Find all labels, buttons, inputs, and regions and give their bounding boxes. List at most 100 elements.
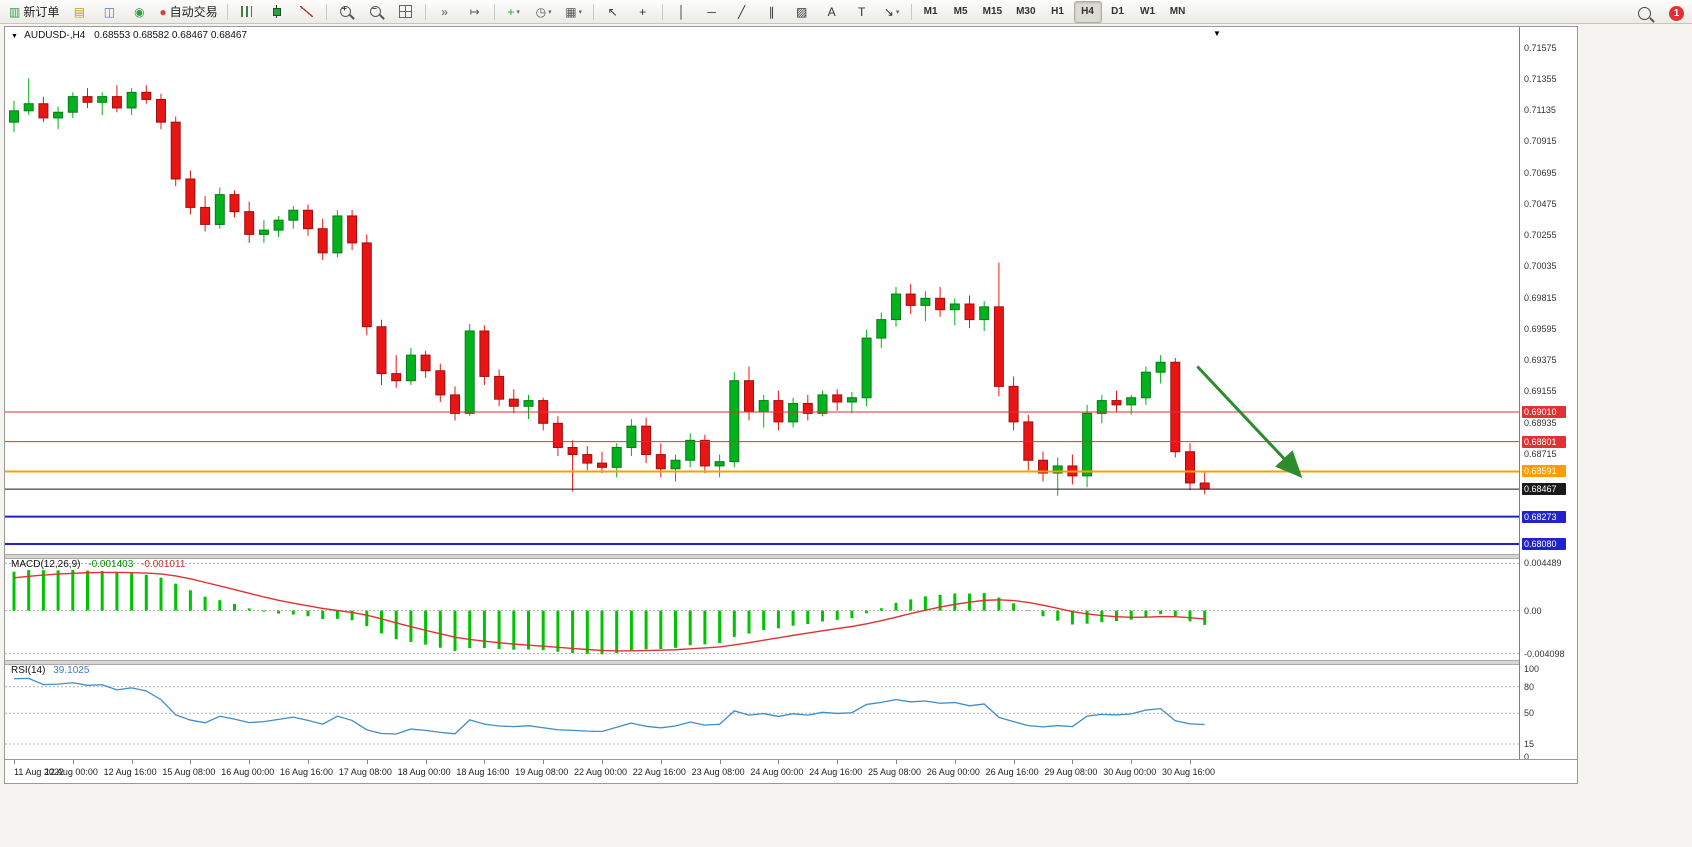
- new-order-button[interactable]: ▥ 新订单: [5, 1, 63, 23]
- auto-scroll-icon: »: [441, 4, 448, 19]
- auto-trading-button[interactable]: ● 自动交易: [155, 1, 221, 23]
- price-axis[interactable]: 0.71575 0.71355 0.71135 0.70915 0.70695 0.704…: [1519, 27, 1577, 783]
- price-line-label: 0.68801: [1522, 435, 1566, 448]
- candle: [1170, 361, 1181, 453]
- candle: [508, 398, 519, 407]
- candle: [876, 319, 887, 339]
- time-label: 15 Aug 08:00: [162, 767, 216, 777]
- candle: [126, 91, 137, 109]
- candle: [170, 121, 181, 180]
- time-label: 22 Aug 16:00: [632, 767, 686, 777]
- candle: [552, 422, 563, 448]
- cursor-button[interactable]: ↖: [599, 1, 627, 23]
- bar-chart-button[interactable]: [233, 1, 261, 23]
- timeframe-mn-button-label: MN: [1169, 6, 1186, 17]
- rsi-panel[interactable]: [5, 663, 1519, 759]
- price-chart-svg[interactable]: [5, 27, 1519, 554]
- candle: [655, 454, 666, 470]
- time-label: 12 Aug 00:00: [44, 767, 98, 777]
- fibonacci-button[interactable]: ▨: [788, 1, 816, 23]
- periods-icon: ◷: [535, 4, 547, 19]
- time-tick: [190, 760, 192, 764]
- indicators-button[interactable]: + ▾: [500, 1, 528, 23]
- timeframe-h4-button[interactable]: H4: [1073, 0, 1102, 23]
- time-label: 24 Aug 16:00: [809, 767, 863, 777]
- timeframe-d1-button[interactable]: D1: [1104, 1, 1132, 23]
- chevron-down-icon: ▾: [578, 8, 583, 16]
- candle: [1111, 400, 1122, 406]
- toolbar-separator: [424, 3, 426, 20]
- candle: [332, 215, 343, 254]
- candle: [773, 400, 784, 423]
- candle: [744, 380, 754, 413]
- equidistant-channel-button[interactable]: ∥: [758, 1, 786, 23]
- candle: [494, 375, 505, 400]
- horizontal-line-button[interactable]: ─: [698, 1, 726, 23]
- chart-title: ▼ AUDUSD-,H4 0.68553 0.68582 0.68467 0.6…: [11, 30, 247, 41]
- zoom-out-button[interactable]: [362, 1, 390, 23]
- macd-svg[interactable]: [5, 557, 1519, 660]
- macd-panel[interactable]: [5, 557, 1519, 660]
- community-button[interactable]: ◉: [125, 1, 153, 23]
- timeframe-w1-button[interactable]: W1: [1134, 1, 1162, 23]
- chart-shift-button[interactable]: ↦: [461, 1, 489, 23]
- candle: [479, 330, 490, 377]
- periods-button[interactable]: ◷ ▾: [530, 1, 558, 23]
- timeframe-m15-button[interactable]: M15: [977, 1, 1008, 23]
- chart-symbol-period: AUDUSD-,H4: [24, 30, 86, 41]
- horizontal-line-icon: ─: [707, 4, 716, 19]
- line-chart-button[interactable]: [293, 1, 321, 23]
- time-axis[interactable]: 11 Aug 2022 12 Aug 00:00 12 Aug 16:00 15 Au…: [5, 759, 1577, 783]
- charts-button[interactable]: ▤: [65, 1, 93, 23]
- crosshair-button[interactable]: +: [629, 1, 657, 23]
- candle: [802, 402, 813, 414]
- panel-separator[interactable]: [5, 554, 1577, 559]
- vertical-line-button[interactable]: │: [668, 1, 696, 23]
- rsi-line: [13, 677, 1205, 735]
- panel-separator[interactable]: [5, 660, 1577, 665]
- time-tick: [602, 760, 603, 764]
- arrows-icon: ↘: [883, 4, 894, 19]
- time-tick: [660, 760, 662, 764]
- scroll-to-end-marker[interactable]: ▼: [1213, 29, 1221, 38]
- collapse-chart-icon[interactable]: ▼: [11, 33, 18, 40]
- candle: [1199, 482, 1210, 490]
- timeframe-m15-button-label: M15: [982, 6, 1003, 17]
- templates-button[interactable]: ▦ ▾: [560, 1, 588, 23]
- candle: [82, 96, 93, 103]
- notifications-badge[interactable]: 1: [1669, 5, 1684, 21]
- time-tick: [366, 760, 368, 764]
- candle: [758, 400, 769, 413]
- trend-arrow[interactable]: [1196, 365, 1303, 479]
- search-button[interactable]: [1630, 2, 1658, 24]
- timeframe-h1-button[interactable]: H1: [1044, 1, 1072, 23]
- toolbar-separator: [592, 3, 594, 20]
- timeframe-m30-button[interactable]: M30: [1010, 1, 1041, 23]
- tile-windows-button[interactable]: [392, 1, 420, 23]
- candle: [993, 306, 1004, 387]
- time-tick: [778, 760, 780, 764]
- timeframe-m1-button[interactable]: M1: [917, 1, 945, 23]
- candle: [891, 293, 901, 321]
- text-label-button[interactable]: T: [848, 1, 876, 23]
- macd-label: MACD(12,26,9) -0.001403 -0.001011: [11, 559, 185, 570]
- candle: [1008, 385, 1019, 423]
- text-button[interactable]: A: [818, 1, 846, 23]
- tile-windows-icon: [399, 5, 413, 18]
- candle: [420, 354, 431, 372]
- search-icon: [1637, 6, 1651, 20]
- timeframe-mn-button[interactable]: MN: [1164, 1, 1192, 23]
- timeframe-m5-button[interactable]: M5: [947, 1, 975, 23]
- candlestick-chart-button[interactable]: [263, 1, 291, 23]
- auto-scroll-button[interactable]: »: [431, 1, 459, 23]
- time-tick: [837, 760, 839, 764]
- candle: [670, 459, 681, 470]
- rsi-svg[interactable]: [5, 663, 1519, 759]
- profile-button[interactable]: ◫: [95, 1, 123, 23]
- price-chart-area[interactable]: [5, 27, 1519, 554]
- time-tick: [131, 760, 133, 764]
- time-label: 23 Aug 08:00: [691, 767, 745, 777]
- arrows-button[interactable]: ↘ ▾: [878, 1, 906, 23]
- trendline-button[interactable]: ╱: [728, 1, 756, 23]
- zoom-in-button[interactable]: [332, 1, 360, 23]
